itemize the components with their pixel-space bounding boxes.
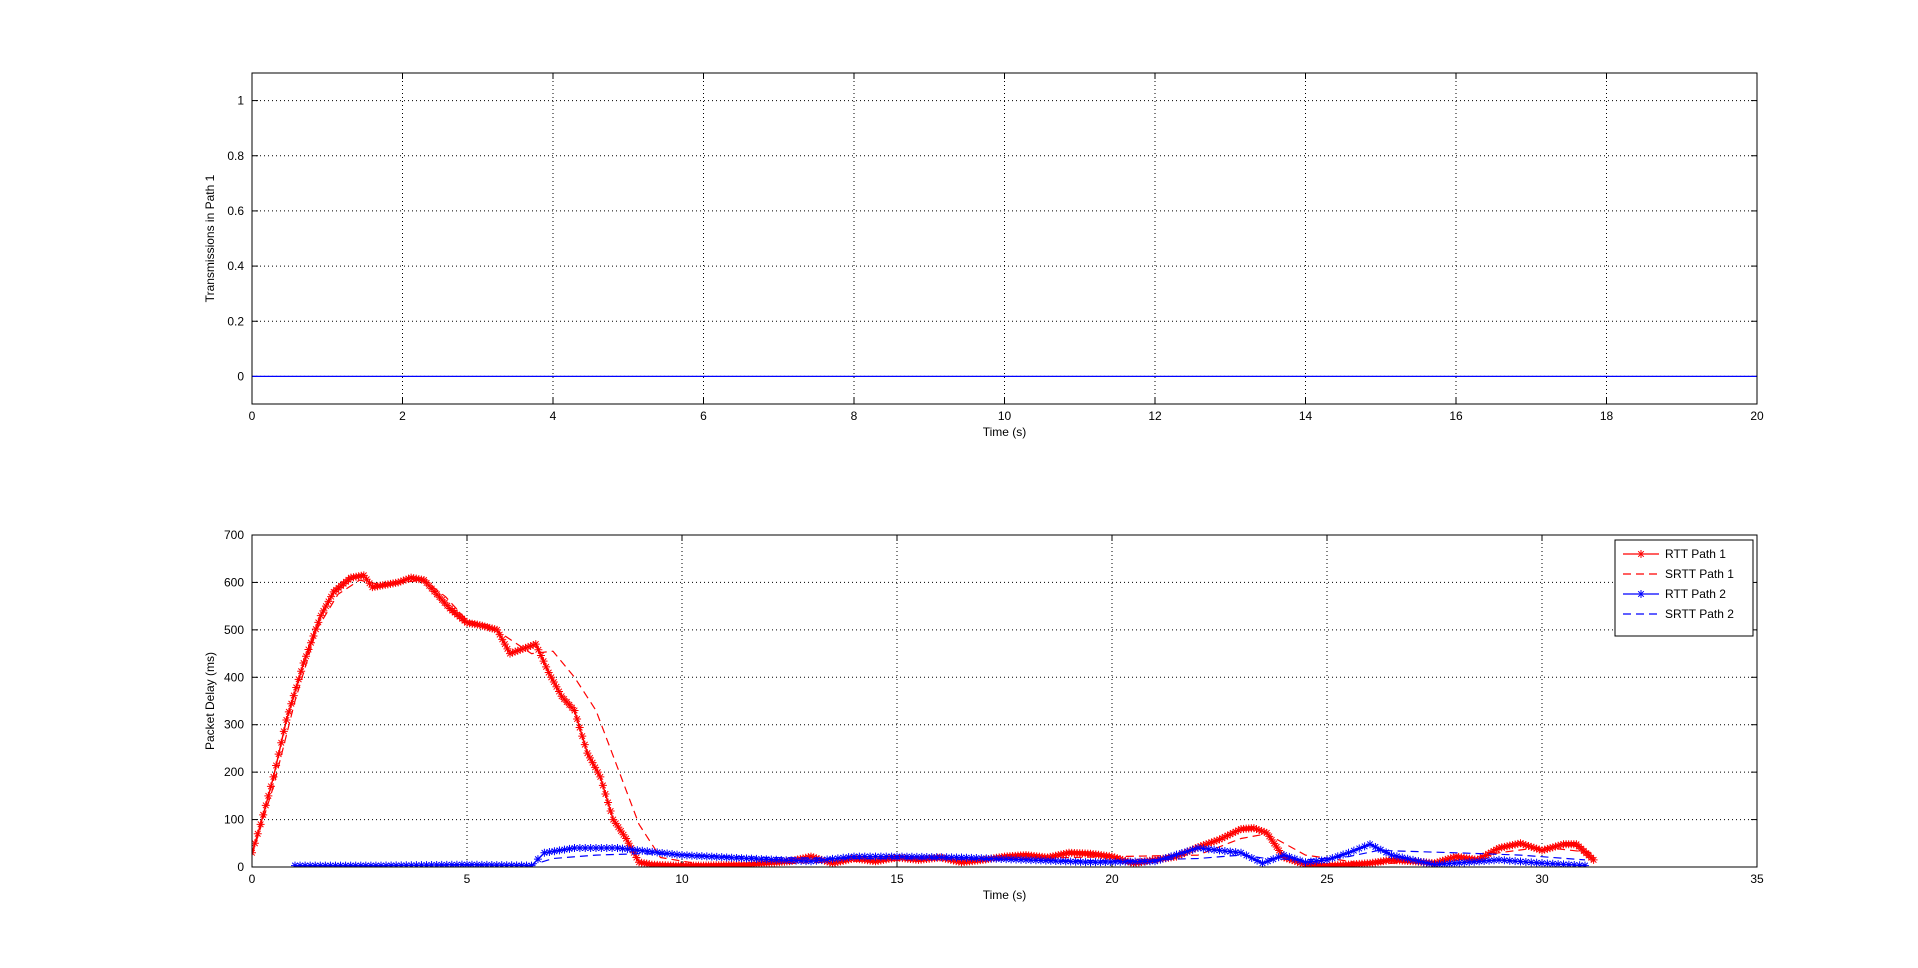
legend-label: RTT Path 1 — [1665, 547, 1726, 561]
x-tick-label: 20 — [1750, 409, 1764, 423]
x-axis-label: Time (s) — [983, 888, 1027, 902]
x-tick-label: 8 — [851, 409, 858, 423]
x-tick-label: 0 — [249, 409, 256, 423]
x-tick-label: 6 — [700, 409, 707, 423]
plot-area — [252, 571, 1598, 867]
x-tick-label: 15 — [890, 872, 904, 886]
y-tick-label: 0.6 — [227, 204, 244, 218]
y-tick-label: 400 — [224, 670, 244, 684]
y-tick-label: 0 — [237, 860, 244, 874]
x-tick-label: 30 — [1535, 872, 1549, 886]
gridlines — [252, 535, 1757, 867]
y-tick-label: 0.2 — [227, 314, 244, 328]
x-tick-label: 35 — [1750, 872, 1764, 886]
legend-marker — [1637, 590, 1645, 598]
x-tick-label: 18 — [1600, 409, 1614, 423]
legend-label: RTT Path 2 — [1665, 587, 1726, 601]
legend-entry: SRTT Path 2 — [1623, 607, 1734, 621]
y-tick-label: 300 — [224, 718, 244, 732]
x-tick-label: 14 — [1299, 409, 1313, 423]
legend-entry: RTT Path 1 — [1623, 547, 1726, 561]
y-tick-label: 100 — [224, 813, 244, 827]
series-srtt-path-1 — [252, 579, 1594, 866]
series-srtt-path-2 — [294, 849, 1586, 867]
y-tick-label: 0 — [237, 369, 244, 383]
y-tick-label: 0.8 — [227, 149, 244, 163]
y-tick-label: 700 — [224, 528, 244, 542]
axes-box — [251, 534, 1758, 868]
legend: RTT Path 1 SRTT Path 1 RTT Path 2 SRTT Path… — [1614, 539, 1754, 637]
y-axis-label: Packet Delay (ms) — [203, 652, 217, 750]
x-tick-label: 12 — [1148, 409, 1162, 423]
y-axis-label: Transmissions in Path 1 — [203, 174, 217, 302]
y-tick-label: 200 — [224, 765, 244, 779]
y-tick-label: 0.4 — [227, 259, 244, 273]
x-tick-label: 10 — [998, 409, 1012, 423]
x-tick-label: 16 — [1449, 409, 1463, 423]
legend-entry: SRTT Path 1 — [1623, 567, 1734, 581]
legend-label: SRTT Path 1 — [1665, 567, 1734, 581]
series-rtt-path-1 — [252, 571, 1598, 867]
legend-entry: RTT Path 2 — [1623, 587, 1726, 601]
x-axis-label: Time (s) — [983, 425, 1027, 439]
x-tick-label: 5 — [464, 872, 471, 886]
gridlines — [252, 73, 1757, 404]
legend-box — [1614, 539, 1754, 637]
x-tick-label: 25 — [1320, 872, 1334, 886]
x-tick-label: 0 — [249, 872, 256, 886]
series-rtt-path-2 — [291, 840, 1589, 867]
x-tick-label: 10 — [675, 872, 689, 886]
series-markers — [252, 571, 1598, 867]
chart-panel-1: 0 2 4 6 8 10 12 14 16 18 20 0 0.2 0.4 0.6 0.8 1 Time (s) T… — [203, 72, 1764, 439]
legend-label: SRTT Path 2 — [1665, 607, 1734, 621]
y-tick-label: 1 — [237, 94, 244, 108]
series-line — [252, 579, 1594, 866]
chart-panel-2: 0 5 10 15 20 25 30 35 0 100 200 300 400 500 600 700 Time… — [203, 528, 1764, 902]
axes-box — [251, 72, 1758, 405]
y-tick-label: 500 — [224, 623, 244, 637]
series-markers — [291, 840, 1589, 867]
y-tick-label: 600 — [224, 575, 244, 589]
x-tick-label: 2 — [399, 409, 406, 423]
series-line — [294, 849, 1586, 867]
legend-marker — [1637, 550, 1645, 558]
series-line — [252, 574, 1595, 867]
x-tick-label: 4 — [550, 409, 557, 423]
x-tick-label: 20 — [1105, 872, 1119, 886]
